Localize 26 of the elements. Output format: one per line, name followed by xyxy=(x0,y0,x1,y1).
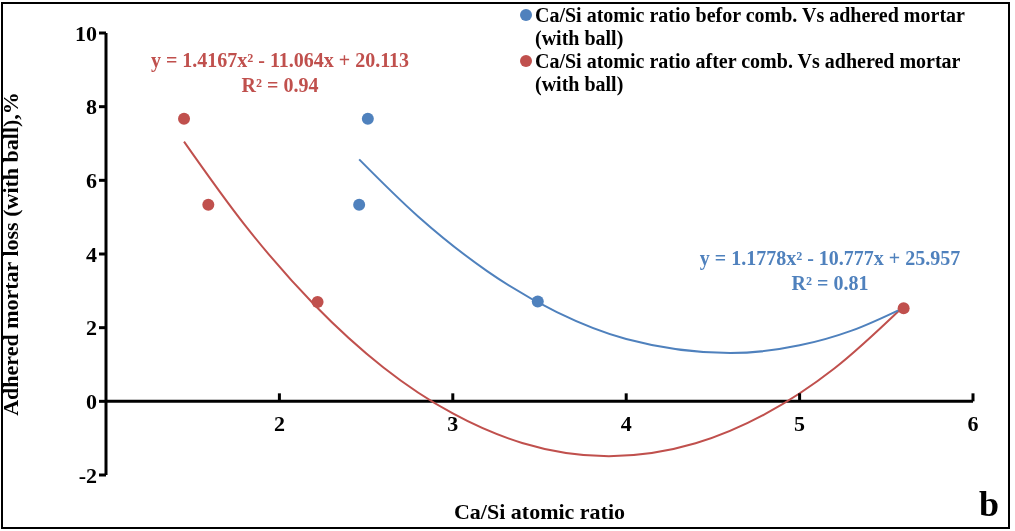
y-tick-label: 10 xyxy=(75,20,97,46)
y-tick-label: 6 xyxy=(86,168,97,194)
legend-label: Ca/Si atomic ratio after comb. Vs adhered mortar (with ball) xyxy=(535,50,962,96)
y-axis-title: Adhered mortar loss (with ball),% xyxy=(0,92,23,416)
point xyxy=(311,295,324,308)
x-tick-label: 3 xyxy=(447,411,459,437)
point xyxy=(361,112,374,125)
x-tick-label: 4 xyxy=(620,411,632,437)
x-tick-label: 6 xyxy=(967,411,979,437)
annotation: y = 1.4167x² - 11.064x + 20.113 R² = 0.94 xyxy=(149,48,411,98)
y-tick-label: -2 xyxy=(78,462,97,488)
point xyxy=(897,302,910,315)
y-tick-label: 4 xyxy=(86,241,97,267)
x-axis-title: Ca/Si atomic ratio xyxy=(453,499,626,524)
annotation: y = 1.1778x² - 10.777x + 25.957 R² = 0.81 xyxy=(698,246,962,296)
legend-label: Ca/Si atomic ratio befor comb. Vs adhered mortar (with ball) xyxy=(535,4,966,50)
point xyxy=(202,198,215,211)
x-tick-label: 5 xyxy=(794,411,806,437)
point xyxy=(178,112,191,125)
text: b xyxy=(978,483,999,525)
x-tick-label: 2 xyxy=(273,411,285,437)
point xyxy=(531,295,544,308)
y-tick-label: 8 xyxy=(86,94,97,120)
point xyxy=(353,198,366,211)
y-tick-label: 2 xyxy=(86,315,97,341)
y-tick-label: 0 xyxy=(86,389,97,415)
